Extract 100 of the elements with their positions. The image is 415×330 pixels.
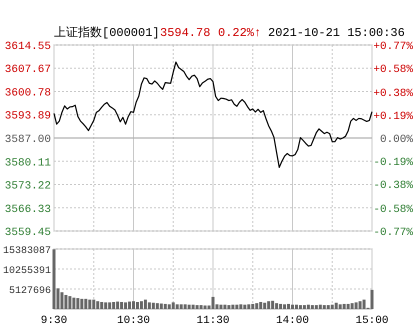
bar — [219, 304, 222, 309]
bar — [136, 302, 139, 309]
y-tick-label: 3587.00 — [4, 134, 51, 146]
y-tick-label: 3566.33 — [4, 204, 51, 216]
x-tick-label: 10:30 — [116, 315, 150, 327]
bar — [132, 301, 135, 309]
bar — [116, 302, 120, 309]
bar — [156, 303, 159, 309]
y-tick-label: 3600.78 — [4, 87, 51, 100]
x-tick-label: 15:00 — [355, 315, 389, 327]
bar — [140, 301, 143, 309]
bar — [184, 304, 187, 309]
y2-tick-label: -0.38% — [373, 180, 414, 192]
bar — [104, 302, 108, 309]
y-tick-label: 3593.89 — [4, 110, 51, 123]
bar — [358, 301, 362, 309]
y2-tick-label: +0.19% — [373, 111, 414, 124]
bar — [188, 304, 191, 309]
bar — [370, 290, 374, 309]
bar — [239, 304, 242, 309]
bar — [318, 304, 322, 309]
bar — [196, 305, 199, 309]
bar — [362, 300, 366, 309]
bar — [72, 298, 76, 309]
y2-tick-label: +0.38% — [373, 88, 414, 100]
chart-title: 上证指数[000001] — [54, 26, 160, 40]
bar — [96, 301, 100, 309]
y2-tick-label: 0.00% — [380, 134, 414, 146]
bar — [326, 305, 330, 309]
bar — [310, 305, 314, 309]
bar — [231, 304, 234, 309]
bar — [200, 305, 203, 309]
y-tick-label: 3614.55 — [4, 41, 51, 53]
bar — [346, 304, 350, 309]
bar — [294, 304, 298, 309]
bar — [120, 302, 124, 309]
bar — [164, 304, 167, 309]
bar — [100, 302, 104, 309]
bar — [271, 300, 274, 309]
bar — [306, 304, 310, 309]
bar — [291, 304, 294, 309]
bar — [267, 301, 270, 309]
bar — [76, 298, 80, 309]
bar — [124, 302, 128, 309]
bar — [108, 302, 112, 309]
bar — [298, 305, 302, 309]
y-tick-label: 5127696 — [8, 286, 51, 297]
y-tick-label: 15383087 — [2, 246, 51, 257]
bar — [160, 304, 163, 309]
bar — [80, 298, 84, 309]
bar — [287, 304, 290, 309]
text: 3594.78 — [160, 26, 210, 40]
bar — [350, 303, 354, 309]
bar — [243, 304, 246, 309]
bar — [283, 304, 286, 309]
bar — [88, 300, 92, 309]
y2-tick-label: -0.77% — [373, 227, 414, 239]
bar — [192, 304, 195, 309]
y-tick-label: 3580.11 — [4, 157, 52, 170]
bar — [342, 304, 346, 309]
bar — [64, 294, 68, 309]
y-tick-label: 3607.67 — [4, 64, 51, 76]
bar — [247, 304, 250, 309]
y2-tick-label: +0.58% — [373, 64, 414, 76]
bar — [204, 305, 207, 309]
x-tick-label: 9:30 — [40, 315, 68, 327]
bar — [255, 303, 258, 309]
bar — [148, 302, 151, 309]
bar — [334, 302, 338, 309]
text: 2021-10-21 15:00:36 — [268, 26, 405, 40]
bar — [68, 296, 72, 309]
bar — [60, 292, 64, 309]
bar — [168, 304, 171, 309]
bar — [314, 305, 318, 309]
bar — [223, 304, 226, 309]
line-series — [53, 61, 373, 168]
bar — [322, 305, 326, 309]
bar — [354, 302, 358, 309]
bar — [235, 304, 238, 309]
bar — [144, 300, 147, 309]
text: 0.22%↑ — [218, 26, 262, 40]
bar — [263, 302, 266, 309]
y-tick-label: 3559.45 — [4, 227, 51, 239]
bar — [128, 302, 132, 309]
bar — [152, 302, 155, 309]
bar — [212, 296, 214, 309]
y2-tick-label: -0.58% — [373, 204, 414, 216]
bar — [279, 304, 282, 309]
bar — [338, 304, 342, 309]
y-tick-label: 3573.22 — [4, 180, 51, 193]
bar — [176, 304, 179, 309]
x-tick-label: 11:30 — [196, 315, 230, 327]
bar — [275, 303, 278, 309]
x-tick-label: 14:00 — [276, 315, 310, 327]
y2-tick-label: -0.19% — [373, 156, 414, 169]
bar — [259, 302, 262, 309]
y-tick-label: 10255391 — [2, 266, 51, 277]
y2-tick-label: +0.77% — [373, 41, 414, 53]
bar — [84, 298, 88, 309]
bar — [180, 304, 183, 309]
